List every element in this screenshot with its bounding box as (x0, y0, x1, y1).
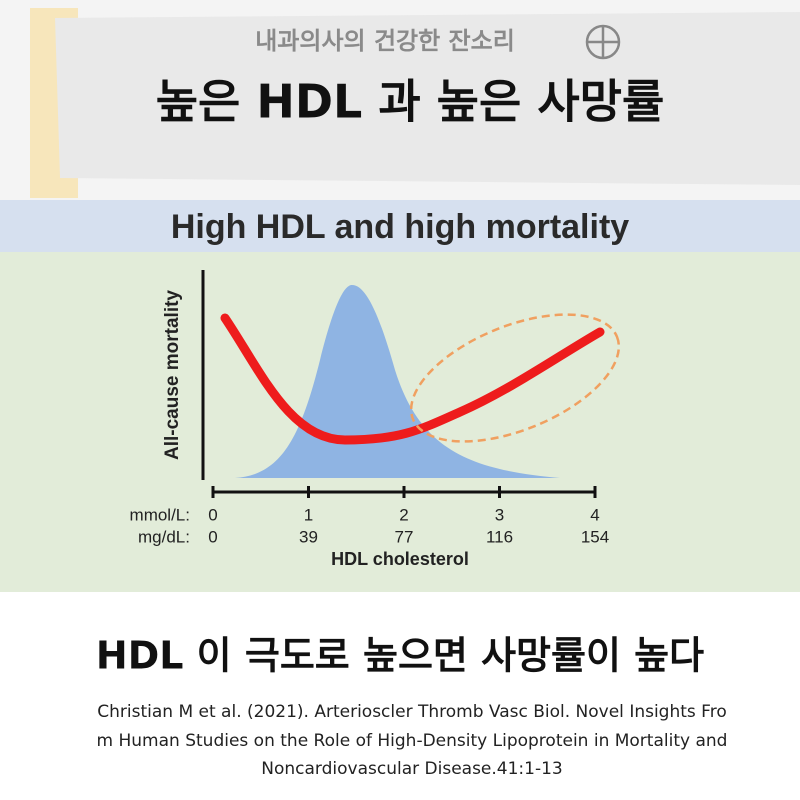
logo-icon (585, 24, 621, 60)
citation-line: m Human Studies on the Role of High-Dens… (97, 731, 728, 751)
tick-label: 154 (581, 527, 609, 546)
tick-label: 1 (304, 505, 313, 524)
scale-unit: mg/dL: (138, 527, 190, 546)
x-axis-label: HDL cholesterol (331, 549, 469, 569)
y-axis-label: All-cause mortality (162, 290, 183, 460)
tick-label: 4 (590, 505, 599, 524)
tick-label: 116 (486, 527, 513, 546)
tick-label: 2 (399, 505, 408, 524)
tick-label: 77 (395, 527, 414, 546)
tick-label: 0 (208, 527, 217, 546)
title: 높은 HDL 과 높은 사망률 (156, 75, 665, 129)
tick-label: 0 (208, 505, 217, 524)
tick-label: 3 (495, 505, 504, 524)
figure-title: High HDL and high mortality (171, 208, 629, 246)
scale-unit: mmol/L: (130, 505, 190, 524)
tick-label: 39 (299, 527, 318, 546)
citation-line: Noncardiovascular Disease.41:1-13 (261, 759, 562, 779)
mortality-curve (220, 313, 605, 445)
x-ticks: mmol/L: 0 1 2 3 4 mg/dL: 0 39 77 116 154 (130, 486, 609, 546)
caption-heading: HDL 이 극도로 높으면 사망률이 높다 (96, 634, 704, 678)
subtitle: 내과의사의 건강한 잔소리 (255, 27, 515, 55)
citation-line: Christian M et al. (2021). Arterioscler … (97, 702, 726, 722)
highlight-ellipse (409, 313, 621, 443)
figure-title-band (0, 200, 800, 252)
